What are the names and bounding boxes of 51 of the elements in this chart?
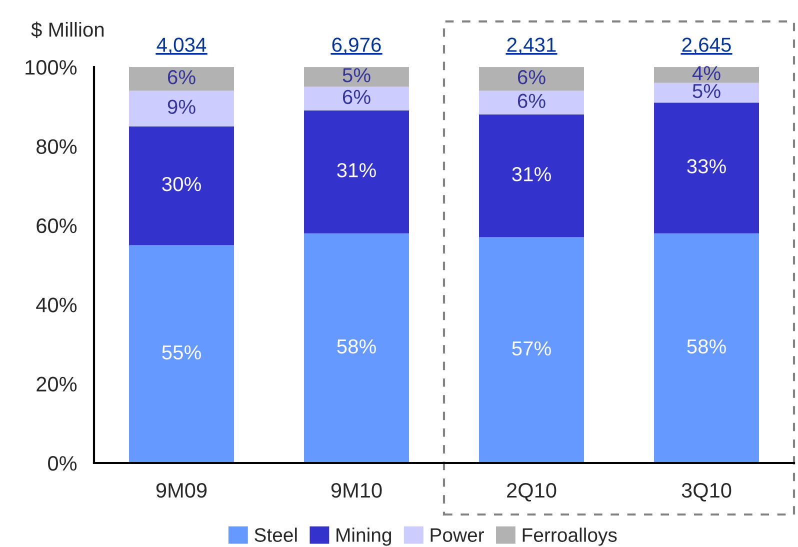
- bar: [129, 245, 234, 463]
- bar: [479, 237, 584, 463]
- legend-label: Steel: [254, 528, 297, 542]
- y-tick-label: 0%: [48, 456, 77, 471]
- data-label: 58%: [337, 339, 376, 354]
- data-label: 55%: [162, 345, 201, 360]
- y-tick-label: 80%: [36, 139, 77, 154]
- annotation: 2,645: [682, 38, 731, 54]
- legend-label: Mining: [336, 528, 392, 546]
- annotation: 6,976: [332, 38, 381, 54]
- bar: [304, 233, 409, 463]
- legend-label: Ferroalloys: [522, 528, 617, 546]
- x-tick-label: 9M09: [156, 482, 207, 498]
- bar: [304, 67, 409, 87]
- bar: [479, 90, 584, 115]
- data-label: 31%: [512, 167, 551, 182]
- data-label: 6%: [342, 90, 370, 104]
- data-label: 31%: [337, 163, 376, 178]
- annotation: 4,034: [156, 38, 206, 54]
- bar: [479, 114, 584, 238]
- legend-label: Power: [430, 528, 484, 542]
- data-label: 6%: [518, 94, 546, 108]
- data-label: 58%: [687, 339, 726, 354]
- bar: [654, 233, 759, 463]
- x-tick-label: 9M10: [331, 482, 382, 498]
- x-tick-label: 3Q10: [682, 482, 732, 502]
- data-label: 4%: [692, 66, 720, 80]
- y-tick-label: 40%: [36, 298, 77, 312]
- bar: [654, 102, 759, 234]
- bar: [304, 86, 409, 111]
- data-label: 9%: [168, 100, 196, 114]
- data-label: 30%: [162, 176, 201, 192]
- data-label: 6%: [518, 70, 546, 84]
- y-tick-label: 100%: [26, 60, 77, 75]
- text: $ Million: [31, 22, 104, 38]
- data-label: 5%: [342, 68, 370, 82]
- data-label: 5%: [692, 84, 720, 98]
- bar: [129, 126, 234, 246]
- y-tick-label: 20%: [36, 376, 77, 392]
- bar: [479, 67, 584, 91]
- bar: [654, 82, 759, 103]
- data-label: 6%: [168, 70, 196, 84]
- bar: [304, 110, 409, 234]
- bar: [129, 90, 234, 126]
- y-tick-label: 60%: [36, 218, 77, 234]
- data-label: 33%: [687, 159, 726, 174]
- x-tick-label: 2Q10: [507, 482, 556, 502]
- bar: [129, 67, 234, 91]
- annotation: 2,431: [507, 38, 556, 54]
- bar: [654, 67, 759, 83]
- data-label: 57%: [512, 341, 551, 356]
